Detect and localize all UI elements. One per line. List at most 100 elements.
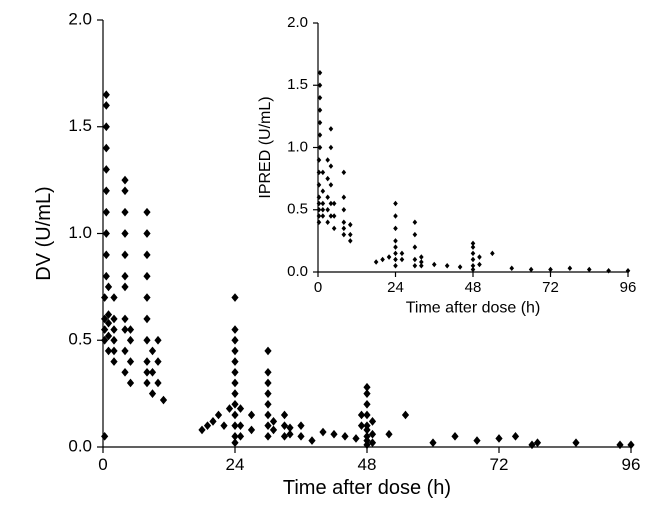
x-axis-label: Time after dose (h) xyxy=(406,300,541,317)
data-point xyxy=(121,282,129,292)
data-point xyxy=(328,126,334,132)
data-point xyxy=(214,410,223,420)
data-point xyxy=(102,101,110,110)
data-point xyxy=(470,240,476,247)
data-point xyxy=(331,213,337,219)
data-point xyxy=(143,378,151,388)
data-point xyxy=(316,213,322,219)
data-point xyxy=(470,263,476,269)
data-point xyxy=(341,206,347,213)
data-point xyxy=(341,231,347,238)
data-point xyxy=(431,261,437,268)
data-point xyxy=(341,219,347,225)
y-tick-label: 2.0 xyxy=(287,14,308,31)
y-tick-label: 1.0 xyxy=(287,138,308,155)
data-point xyxy=(264,389,272,398)
data-point xyxy=(316,200,322,207)
data-point xyxy=(236,404,245,413)
data-point xyxy=(341,194,347,201)
y-tick-label: 0.5 xyxy=(68,330,92,349)
data-point xyxy=(419,254,424,260)
data-point xyxy=(363,410,371,420)
data-point xyxy=(264,367,272,377)
data-point xyxy=(328,213,334,219)
data-point xyxy=(412,256,418,263)
data-point xyxy=(316,219,322,225)
data-point xyxy=(101,335,109,345)
data-point xyxy=(297,421,305,430)
data-point xyxy=(477,261,482,268)
data-point xyxy=(325,194,330,201)
data-point xyxy=(286,423,294,433)
data-point xyxy=(320,200,326,207)
data-point xyxy=(102,165,110,174)
x-tick-label: 0 xyxy=(314,279,322,296)
data-point xyxy=(625,267,631,274)
data-point xyxy=(393,200,398,207)
data-point xyxy=(317,70,323,76)
data-point xyxy=(236,421,245,430)
data-point xyxy=(533,438,542,448)
data-point xyxy=(419,259,424,265)
data-point xyxy=(247,410,256,420)
data-point xyxy=(477,254,482,260)
data-point xyxy=(320,188,326,194)
data-point xyxy=(209,417,217,426)
data-point xyxy=(316,157,322,163)
data-point xyxy=(104,331,113,341)
data-point xyxy=(231,325,239,334)
data-point xyxy=(363,432,371,441)
data-point xyxy=(511,432,520,441)
data-point xyxy=(470,250,476,257)
data-point xyxy=(121,175,129,185)
data-point xyxy=(509,265,515,272)
data-point xyxy=(110,314,118,324)
data-point xyxy=(231,357,239,366)
data-point xyxy=(419,263,424,269)
data-point xyxy=(154,335,162,345)
data-point xyxy=(393,213,398,219)
data-point xyxy=(126,335,135,345)
data-point xyxy=(347,238,353,244)
data-point xyxy=(393,238,398,244)
data-point xyxy=(264,410,272,420)
data-point xyxy=(317,144,323,151)
data-point xyxy=(121,250,129,260)
y-tick-label: 2.0 xyxy=(68,9,92,28)
data-point xyxy=(373,259,379,265)
data-point xyxy=(143,335,151,345)
data-point xyxy=(317,132,323,138)
data-point xyxy=(121,314,129,324)
data-point xyxy=(159,395,168,405)
data-point xyxy=(225,404,234,413)
data-point xyxy=(102,271,110,281)
data-point xyxy=(317,82,323,89)
x-tick-label: 24 xyxy=(387,279,404,296)
data-point xyxy=(121,271,129,281)
data-point xyxy=(110,325,118,334)
data-point xyxy=(363,421,371,430)
data-point xyxy=(231,421,239,430)
data-point xyxy=(451,432,459,441)
data-point xyxy=(154,357,162,366)
data-point xyxy=(264,378,272,388)
data-point xyxy=(126,378,135,388)
data-point xyxy=(316,182,322,188)
data-point xyxy=(393,244,398,250)
x-tick-label: 72 xyxy=(490,455,509,474)
data-point xyxy=(203,421,212,430)
data-point xyxy=(104,318,113,328)
data-point xyxy=(143,271,151,281)
data-point xyxy=(393,225,398,232)
data-point xyxy=(495,434,503,443)
data-point xyxy=(457,264,463,270)
data-point xyxy=(320,206,326,213)
data-point xyxy=(231,410,239,420)
y-tick-label: 1.0 xyxy=(68,223,92,242)
data-point xyxy=(101,432,109,441)
data-point xyxy=(121,325,129,334)
x-axis-label: Time after dose (h) xyxy=(283,477,451,499)
data-point xyxy=(325,157,330,163)
data-point xyxy=(280,421,289,430)
x-tick-label: 48 xyxy=(465,279,482,296)
